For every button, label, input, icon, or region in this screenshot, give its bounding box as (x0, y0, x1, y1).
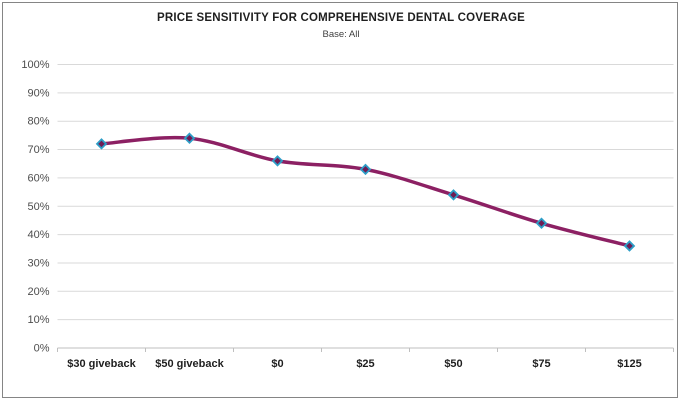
y-axis-tick-label: 0% (34, 343, 50, 355)
chart-title: PRICE SENSITIVITY FOR COMPREHENSIVE DENT… (156, 12, 526, 24)
data-point-marker (447, 189, 460, 201)
x-axis-category-label: $75 (532, 358, 550, 370)
x-axis-category-label: $50 (444, 358, 462, 370)
data-point-marker (359, 163, 372, 176)
y-axis-tick-label: 10% (27, 314, 49, 326)
data-point-marker (183, 132, 196, 144)
y-axis-tick-label: 50% (27, 201, 49, 213)
data-point-marker (95, 138, 108, 150)
chart-subtitle: Base: All (322, 29, 360, 40)
y-axis-tick-label: 70% (27, 144, 49, 156)
x-axis-category-label: $25 (356, 358, 374, 370)
y-axis-tick-label: 100% (21, 59, 49, 71)
y-axis-tick-label: 40% (27, 229, 49, 241)
y-axis-tick-label: 20% (27, 286, 49, 298)
chart-frame (2, 2, 678, 398)
x-axis-category-label: $125 (617, 358, 641, 370)
y-axis-tick-label: 60% (27, 172, 49, 184)
x-axis-category-label: $0 (271, 358, 283, 370)
x-axis-category-label: $30 giveback (67, 358, 136, 370)
data-point-marker (271, 155, 284, 167)
data-point-marker (623, 240, 636, 252)
data-point-marker (535, 217, 548, 230)
y-axis-tick-label: 30% (27, 257, 49, 269)
y-axis-tick-label: 90% (27, 87, 49, 99)
series-line (99, 135, 632, 248)
x-axis-category-label: $50 giveback (155, 358, 224, 370)
y-axis-tick-label: 80% (27, 116, 49, 128)
